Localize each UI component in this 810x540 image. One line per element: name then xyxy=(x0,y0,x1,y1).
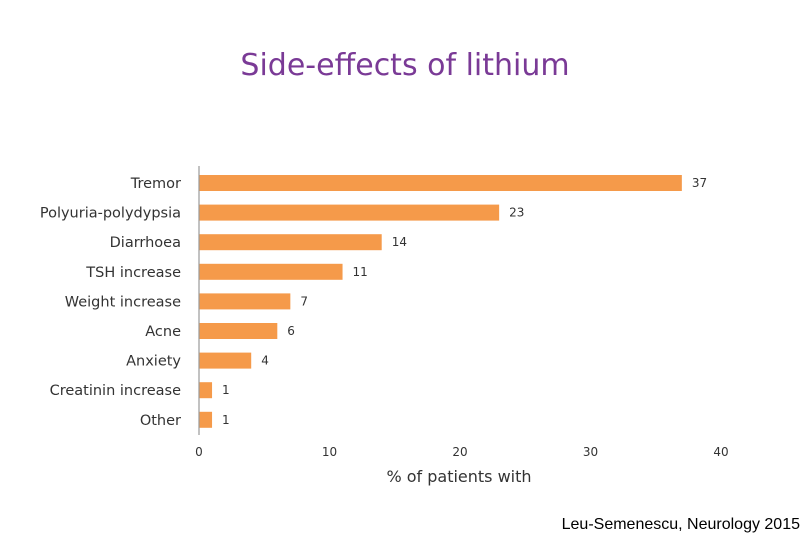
x-tick-label: 30 xyxy=(583,445,598,459)
category-label: Acne xyxy=(145,324,181,340)
value-label: 14 xyxy=(392,235,407,249)
bar-3 xyxy=(199,263,343,280)
category-label: Anxiety xyxy=(126,354,181,370)
citation: Leu-Semenescu, Neurology 2015 xyxy=(561,516,800,533)
value-label: 11 xyxy=(353,265,368,279)
bar-chart: Tremor Polyuria-polydypsia Diarrhoea TSH in… xyxy=(40,166,729,486)
bar-1 xyxy=(199,204,500,221)
value-label: 6 xyxy=(287,324,295,338)
bar-6 xyxy=(199,352,252,369)
x-axis-label: % of patients with xyxy=(386,467,531,486)
category-label: TSH increase xyxy=(85,265,181,281)
bars-group xyxy=(199,175,682,428)
bar-4 xyxy=(199,293,291,310)
category-label: Polyuria-polydypsia xyxy=(40,206,181,222)
bar-8 xyxy=(199,411,213,428)
bar-2 xyxy=(199,234,382,251)
bar-0 xyxy=(199,175,682,191)
category-labels: Tremor Polyuria-polydypsia Diarrhoea TSH in… xyxy=(40,176,182,429)
chart-title: Side-effects of lithium xyxy=(240,48,570,83)
x-axis-ticks: 0 10 20 30 40 xyxy=(195,445,728,459)
category-label: Tremor xyxy=(130,176,181,192)
category-label: Weight increase xyxy=(65,294,181,310)
category-label: Other xyxy=(140,413,181,429)
value-label: 1 xyxy=(222,413,230,427)
x-tick-label: 0 xyxy=(195,445,203,459)
value-label: 37 xyxy=(692,176,707,190)
x-tick-label: 40 xyxy=(713,445,728,459)
bar-7 xyxy=(199,382,213,399)
x-tick-label: 10 xyxy=(322,445,337,459)
category-label: Diarrhoea xyxy=(110,235,181,251)
value-label: 4 xyxy=(261,354,269,368)
category-label: Creatinin increase xyxy=(50,383,181,399)
value-label: 1 xyxy=(222,383,230,397)
bar-5 xyxy=(199,323,278,339)
value-label: 23 xyxy=(509,206,524,220)
x-tick-label: 20 xyxy=(452,445,467,459)
value-label: 7 xyxy=(300,294,308,308)
